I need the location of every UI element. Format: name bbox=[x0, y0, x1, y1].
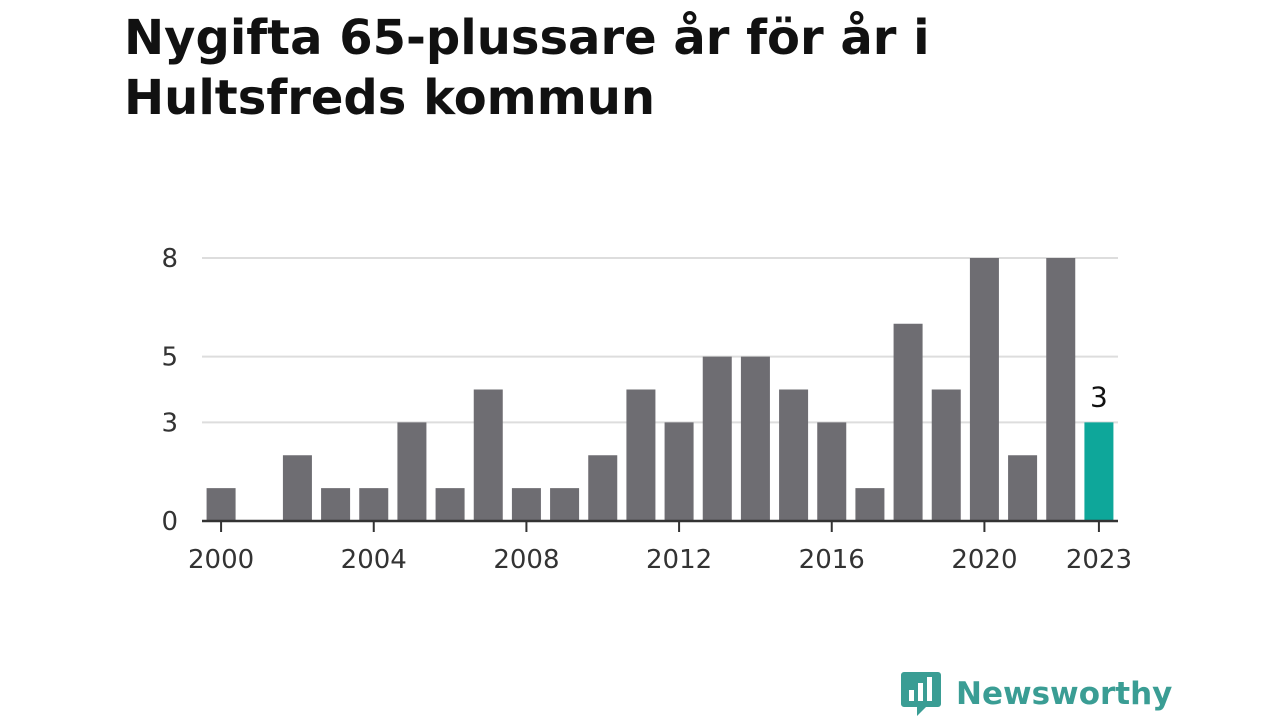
x-tick-label-2000: 2000 bbox=[188, 545, 254, 575]
bar-2017 bbox=[855, 488, 885, 521]
bar-2018 bbox=[893, 323, 923, 521]
bars bbox=[206, 258, 1114, 521]
bar-2000 bbox=[206, 488, 236, 521]
bar-2002 bbox=[282, 455, 312, 521]
bar-2016 bbox=[817, 422, 847, 521]
bar-2014 bbox=[740, 356, 770, 521]
bar-2012 bbox=[664, 422, 694, 521]
bar-chart: 0 3 5 8 2000 2004 2008 2012 2016 2020 2023 3 bbox=[161, 244, 1132, 575]
bar-2003 bbox=[321, 488, 351, 521]
bar-2015 bbox=[779, 389, 809, 521]
y-tick-label-5: 5 bbox=[161, 343, 178, 373]
x-axis bbox=[202, 519, 1118, 532]
bar-2021 bbox=[1008, 455, 1038, 521]
annotations: 3 bbox=[1090, 380, 1108, 413]
chart-title: Nygifta 65-plussare år för år i Hultsfre… bbox=[124, 10, 930, 126]
bar-2019 bbox=[931, 389, 961, 521]
bar-2004 bbox=[359, 488, 389, 521]
bar-2023 bbox=[1084, 422, 1114, 521]
bar-2009 bbox=[550, 488, 580, 521]
bar-2006 bbox=[435, 488, 465, 521]
y-tick-label-3: 3 bbox=[161, 408, 178, 438]
newsworthy-logo-icon bbox=[901, 672, 941, 716]
x-tick-label-2004: 2004 bbox=[341, 545, 407, 575]
bar-2005 bbox=[397, 422, 427, 521]
newsworthy-logo: Newsworthy bbox=[900, 668, 1172, 720]
x-tick-label-2008: 2008 bbox=[493, 545, 559, 575]
brand-name: Newsworthy bbox=[956, 676, 1173, 712]
highlight-value-label: 3 bbox=[1090, 380, 1108, 413]
y-tick-label-8: 8 bbox=[161, 244, 178, 274]
bar-2013 bbox=[702, 356, 732, 521]
bar-2022 bbox=[1046, 258, 1076, 521]
x-tick-labels: 2000 2004 2008 2012 2016 2020 2023 bbox=[188, 545, 1132, 575]
bar-2020 bbox=[969, 258, 999, 521]
x-tick-label-2020: 2020 bbox=[951, 545, 1017, 575]
bar-2007 bbox=[473, 389, 503, 521]
bar-2008 bbox=[511, 488, 541, 521]
x-tick-label-2016: 2016 bbox=[799, 545, 865, 575]
bar-2011 bbox=[626, 389, 656, 521]
x-tick-label-2012: 2012 bbox=[646, 545, 712, 575]
x-tick-label-2023: 2023 bbox=[1066, 545, 1132, 575]
bar-2010 bbox=[588, 455, 618, 521]
gridlines bbox=[202, 257, 1118, 424]
y-tick-label-0: 0 bbox=[161, 507, 178, 537]
y-tick-labels: 0 3 5 8 bbox=[161, 244, 178, 537]
